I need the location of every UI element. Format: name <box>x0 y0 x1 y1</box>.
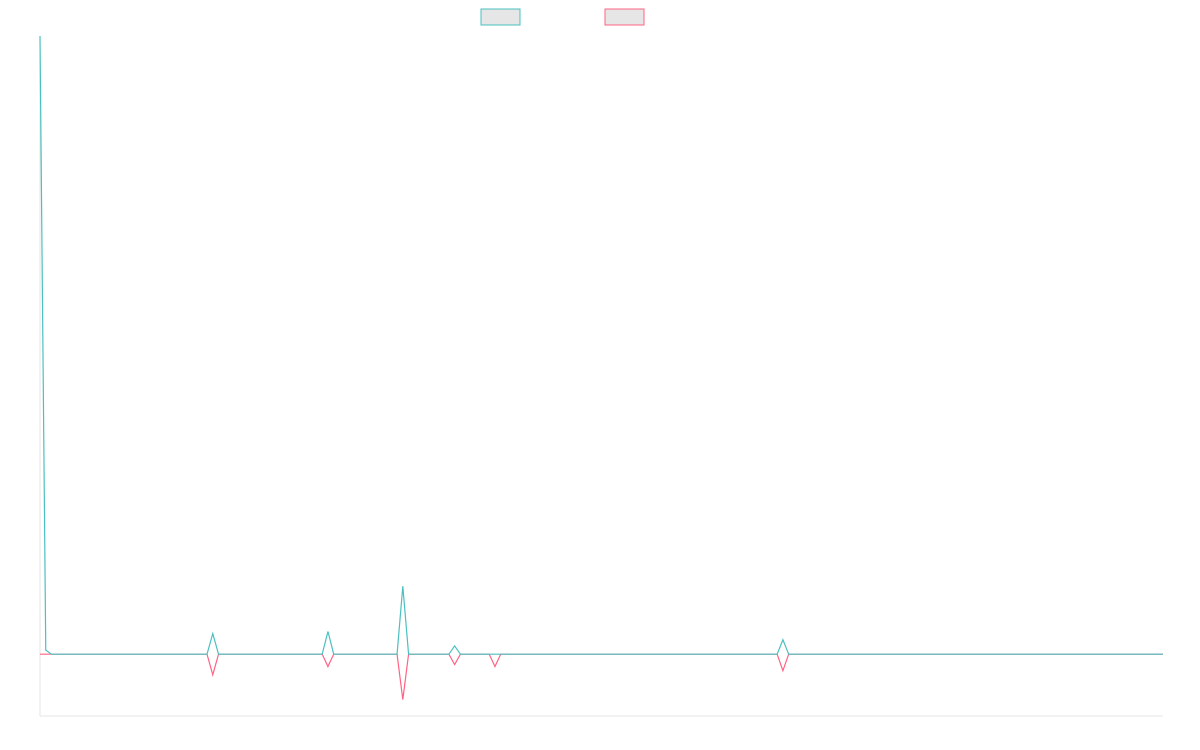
series-line-0 <box>39 35 1163 655</box>
legend <box>480 8 645 26</box>
legend-swatch-0[interactable] <box>480 8 521 26</box>
series-layer <box>39 35 1163 700</box>
legend-swatch-1[interactable] <box>604 8 645 26</box>
axes <box>39 36 1163 717</box>
series-line-1 <box>40 653 1163 700</box>
